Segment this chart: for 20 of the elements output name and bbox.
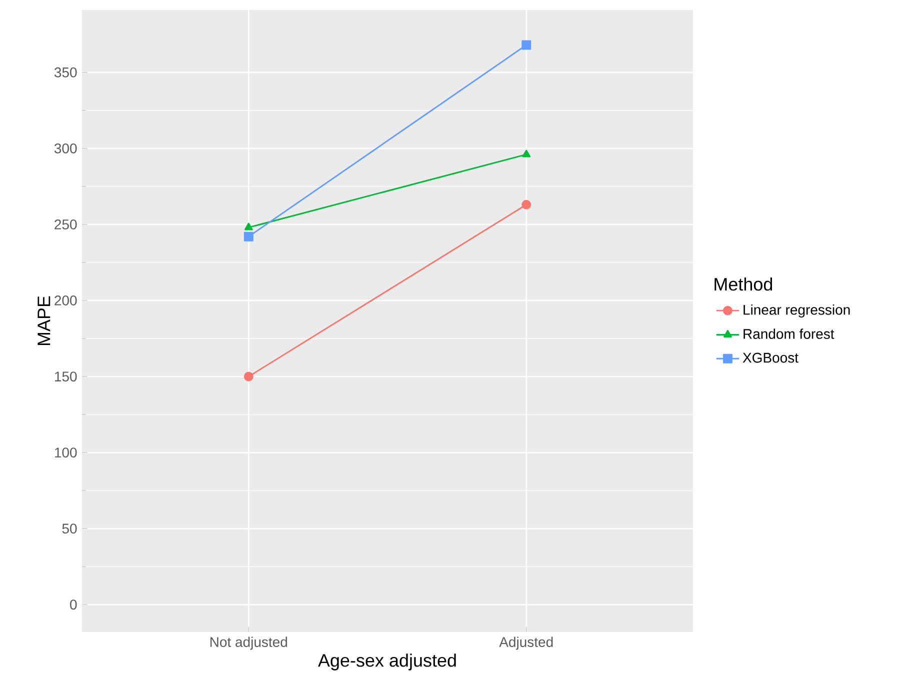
legend-label: XGBoost <box>742 352 798 363</box>
y-tick-label: 200 <box>54 296 77 306</box>
x-axis-title: Age-sex adjusted <box>318 654 456 670</box>
x-tick-label: Adjusted <box>499 636 553 650</box>
y-tick-label: 50 <box>62 524 77 534</box>
y-tick-label: 0 <box>70 600 77 610</box>
point <box>244 372 254 382</box>
y-axis-title: MAPE <box>38 296 50 346</box>
point <box>522 200 532 210</box>
point <box>244 232 254 242</box>
y-tick-label: 100 <box>54 448 77 458</box>
point <box>522 40 532 50</box>
x-tick-label: Not adjusted <box>210 636 288 650</box>
legend-title: Method <box>714 277 772 291</box>
legend-label: Random forest <box>744 328 834 339</box>
y-tick-label: 150 <box>54 372 77 382</box>
y-tick-label: 350 <box>54 67 77 78</box>
legend-label: Linear regression <box>744 304 850 318</box>
y-tick-label: 300 <box>54 143 77 154</box>
y-tick-label: 250 <box>54 219 77 230</box>
